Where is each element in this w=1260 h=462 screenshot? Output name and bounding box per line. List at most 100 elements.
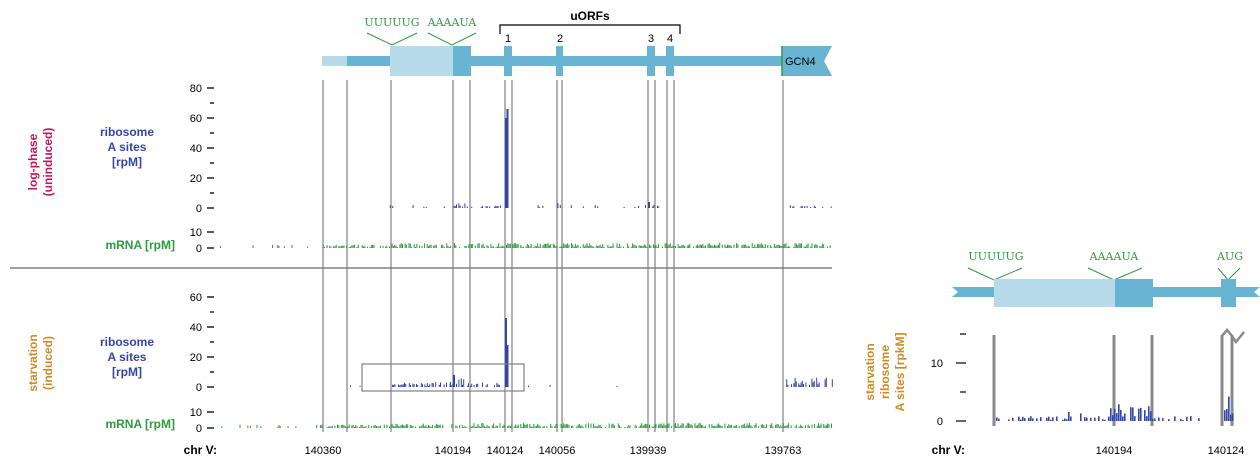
mrna-bar [646, 424, 648, 428]
mrna-bar [628, 425, 630, 428]
mrna-bar [632, 243, 634, 248]
ribo-peak-bar [453, 375, 455, 387]
mrna-bar [749, 246, 751, 248]
mrna-bar [641, 245, 643, 248]
mrna-bar [334, 246, 336, 248]
mrna-bar [656, 246, 658, 248]
ribo-bar [425, 206, 427, 208]
mrna-bar [737, 244, 739, 248]
mrna-bar [610, 246, 611, 248]
mrna-bar [720, 425, 722, 428]
mrna-bar [823, 244, 825, 248]
ribo-bar [477, 383, 479, 387]
mrna-bar [716, 424, 718, 428]
mrna-bar [342, 424, 344, 428]
mrna-bar [568, 424, 570, 428]
inset-ribo-bar [1104, 419, 1106, 421]
mrna-bar [564, 244, 566, 248]
mrna-bar [717, 244, 719, 248]
ribo-bar [570, 205, 572, 208]
chr-label: chr V: [184, 443, 217, 457]
mrna-bar [512, 244, 514, 248]
mrna-bar [721, 426, 723, 428]
ribo-bar [494, 385, 495, 387]
mrna-bar [821, 243, 823, 248]
mrna-bar [721, 244, 723, 248]
mrna-bar [550, 243, 552, 248]
mrna-bar [461, 425, 463, 428]
mrna-bar [493, 246, 494, 248]
mrna-bar [710, 245, 712, 248]
ribo-bar [485, 206, 487, 208]
mrna-bar [769, 245, 771, 248]
mrna-bar [396, 424, 398, 428]
mrna-bar [355, 425, 357, 428]
mrna-bar [584, 246, 585, 248]
mrna-bar [672, 245, 674, 248]
mrna-bar [639, 245, 641, 248]
mrna-bar [340, 245, 342, 248]
mrna-bar [347, 426, 349, 428]
ribo-bar [394, 383, 396, 387]
mrna-bar [820, 246, 822, 248]
mrna-bar [508, 243, 510, 248]
mrna-bar [528, 245, 530, 248]
mrna-bar [515, 424, 517, 428]
ribo-bar [795, 381, 797, 387]
mrna-bar [405, 424, 407, 428]
mrna-bar [729, 425, 731, 428]
mrna-bar [374, 425, 376, 428]
ribo-bar [623, 206, 625, 208]
inset-ribo-bar [1090, 417, 1092, 421]
mrna-bar [811, 424, 813, 428]
mrna-bar [762, 244, 764, 248]
inset-ylabel-2: ribosome [878, 345, 892, 399]
mrna-bar [402, 244, 403, 248]
mrna-bar [649, 424, 650, 428]
mrna-bar [468, 244, 470, 248]
mrna-bar [749, 423, 751, 428]
ribo-bar [489, 206, 491, 208]
mrna-bar [790, 425, 792, 428]
ribo-bar [431, 382, 433, 387]
mrna-bar [680, 246, 682, 248]
mrna-bar [283, 246, 285, 248]
mrna-bar [620, 426, 622, 428]
mrna-bar [399, 244, 401, 248]
condition-bottom-line1: starvation [26, 334, 40, 391]
ribo-bar [443, 206, 445, 208]
mrna-bar [568, 244, 570, 248]
uorf-number-3: 3 [648, 33, 654, 45]
mrna-bar [714, 426, 715, 428]
mrna-bar [525, 424, 527, 428]
ribo-bar [822, 207, 824, 208]
mrna-bar [493, 423, 494, 428]
mrna-bar [659, 423, 661, 428]
y-tick-label: 0 [196, 382, 202, 394]
mrna-bar [716, 245, 718, 248]
mrna-bar [617, 423, 619, 428]
inset-ribo-bar [1008, 419, 1010, 421]
mrna-bar [612, 423, 614, 428]
mrna-bar [753, 246, 754, 248]
inset-ribo-bar [1186, 416, 1188, 421]
inset-ribo-bar [1108, 416, 1110, 421]
ribo-bar [425, 386, 427, 387]
mrna-bar [353, 427, 355, 428]
mrna-bar [455, 425, 457, 428]
mrna-bar [487, 246, 489, 248]
mrna-bar [734, 425, 736, 428]
mrna-bar [521, 426, 523, 428]
ribo-bar [638, 205, 639, 208]
mrna-bar [658, 424, 660, 428]
mrna-bar [697, 424, 699, 428]
mrna-bar [486, 245, 488, 248]
mrna-bar [586, 243, 588, 248]
mrna-bar [442, 424, 444, 428]
mrna-bar [636, 426, 637, 428]
mrna-bar [534, 245, 536, 248]
mrna-bar [677, 244, 679, 248]
mrna-bar [565, 423, 567, 428]
mrna-bar [668, 244, 670, 248]
mrna-bar [589, 243, 591, 248]
